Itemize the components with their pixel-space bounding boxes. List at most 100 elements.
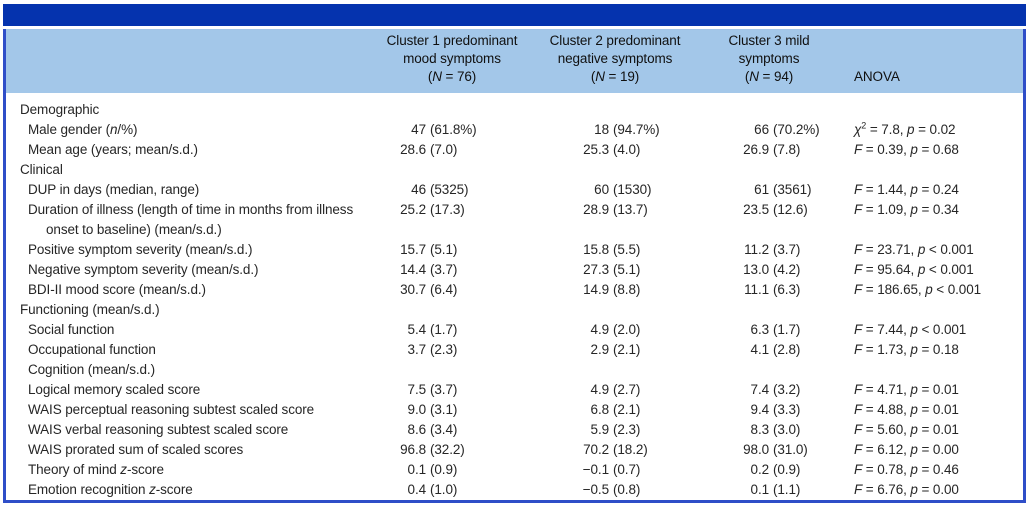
value-cell: 46 (5325) [368,180,536,200]
value-cell: 8.3 (3.0) [694,420,844,440]
row-label: Duration of illness (length of time in m… [6,200,368,240]
column-header-line: mood symptoms [403,51,501,66]
value-parenthetical: (61.8%) [430,122,477,137]
value-number: 23.5 [743,202,769,217]
value-parenthetical: (1.7) [430,322,458,337]
value-number: 0.1 [750,482,770,497]
value-cell: 61 (3561) [694,180,844,200]
value-number: 28.9 [583,202,609,217]
value-parenthetical: (1.0) [430,482,458,497]
row-label-text: Logical memory scaled score [28,382,201,397]
value-number: 46 [411,182,426,197]
value-number: 0.2 [750,462,770,477]
value-parenthetical: (2.1) [613,402,641,417]
row-label: Occupational function [6,340,368,360]
value-cell: 4.1 (2.8) [694,340,844,360]
value-cell [694,300,844,320]
row-label-text: Male gender (n/%) [28,122,138,137]
value-cell: 60 (1530) [536,180,694,200]
column-header-cluster2: Cluster 2 predominant negative symptoms … [536,29,694,93]
value-number: 7.4 [750,382,770,397]
value-parenthetical: (3.7) [773,242,801,257]
value-number: 7.5 [407,382,427,397]
value-cell: 13.0 (4.2) [694,260,844,280]
value-number: 9.4 [750,402,770,417]
anova-cell: χ2 = 7.8, p = 0.02 [854,120,956,137]
value-number: 60 [594,182,609,197]
row-label: BDI-II mood score (mean/s.d.) [6,280,368,300]
value-cell: 47 (61.8%) [368,120,536,140]
row-label: Positive symptom severity (mean/s.d.) [6,240,368,260]
value-number: 11.1 [744,282,769,297]
value-cell [368,93,536,120]
value-cell: 15.7 (5.1) [368,240,536,260]
table-row: Cognition (mean/s.d.) [6,360,1023,380]
row-label-text: Positive symptom severity (mean/s.d.) [28,242,253,257]
table-row: WAIS perceptual reasoning subtest scaled… [6,400,1023,420]
value-number: 61 [754,182,769,197]
value-parenthetical: (3.7) [430,382,458,397]
value-number: 25.2 [400,202,426,217]
anova-cell: F = 6.12, p = 0.00 [854,442,959,457]
table-row: Social function 5.4 (1.7) 4.9 (2.0) 6.3 (1.7) F… [6,320,1023,340]
value-cell: 70.2 (18.2) [536,440,694,460]
table-row: Negative symptom severity (mean/s.d.) 14.… [6,260,1023,280]
value-cell: 4.9 (2.7) [536,380,694,400]
anova-cell [844,360,1023,380]
value-parenthetical: (5.5) [613,242,641,257]
value-parenthetical: (7.0) [430,142,458,157]
value-number: 4.9 [590,382,610,397]
value-cell [536,93,694,120]
value-number: 4.1 [750,342,770,357]
value-cell: 27.3 (5.1) [536,260,694,280]
value-parenthetical: (3561) [773,182,812,197]
value-parenthetical: (0.8) [613,482,641,497]
row-label-text: Occupational function [28,342,156,357]
row-label-text: Theory of mind z-score [28,462,164,477]
value-cell: 26.9 (7.8) [694,140,844,160]
row-label: Cognition (mean/s.d.) [6,360,368,380]
clusters-comparison-table: Cluster 1 predominant mood symptoms (N =… [6,29,1023,500]
value-cell: 14.9 (8.8) [536,280,694,300]
value-number: −0.5 [582,482,609,497]
value-parenthetical: (3.7) [430,262,458,277]
value-cell: 9.4 (3.3) [694,400,844,420]
column-header-line: Cluster 3 mild [728,33,810,48]
column-header-line: (N = 94) [744,69,794,84]
anova-cell: F = 186.65, p < 0.001 [854,282,982,297]
value-number: 47 [411,122,426,137]
value-number: 25.3 [583,142,609,157]
value-number: 15.8 [583,242,609,257]
anova-cell [844,160,1023,180]
table-header: Cluster 1 predominant mood symptoms (N =… [6,29,1023,93]
value-parenthetical: (2.3) [430,342,458,357]
value-cell: 25.3 (4.0) [536,140,694,160]
row-label: WAIS perceptual reasoning subtest scaled… [6,400,368,420]
row-label-text: WAIS prorated sum of scaled scores [28,442,244,457]
value-number: 0.1 [407,462,427,477]
divider [3,26,1026,29]
value-parenthetical: (6.4) [430,282,458,297]
value-cell [536,360,694,380]
row-label-text: Functioning (mean/s.d.) [20,302,160,317]
value-parenthetical: (2.0) [613,322,641,337]
row-label: Logical memory scaled score [6,380,368,400]
row-label-text: Social function [28,322,115,337]
value-number: 8.3 [750,422,770,437]
table-row: WAIS verbal reasoning subtest scaled sco… [6,420,1023,440]
column-header-cluster3: Cluster 3 mild symptoms (N = 94) [694,29,844,93]
row-label: Mean age (years; mean/s.d.) [6,140,368,160]
value-cell: 7.4 (3.2) [694,380,844,400]
value-number: 98.0 [743,442,769,457]
value-parenthetical: (17.3) [430,202,465,217]
table-row: Emotion recognition z-score 0.4 (1.0) −0.5 (… [6,480,1023,500]
row-label-text: Mean age (years; mean/s.d.) [28,142,198,157]
value-cell [694,160,844,180]
table-row: Duration of illness (length of time in m… [6,200,1023,240]
value-cell: 25.2 (17.3) [368,200,536,240]
value-cell: 11.1 (6.3) [694,280,844,300]
value-cell: 66 (70.2%) [694,120,844,140]
row-label: Emotion recognition z-score [6,480,368,500]
value-parenthetical: (5.1) [430,242,458,257]
table-row: Positive symptom severity (mean/s.d.) 15.… [6,240,1023,260]
